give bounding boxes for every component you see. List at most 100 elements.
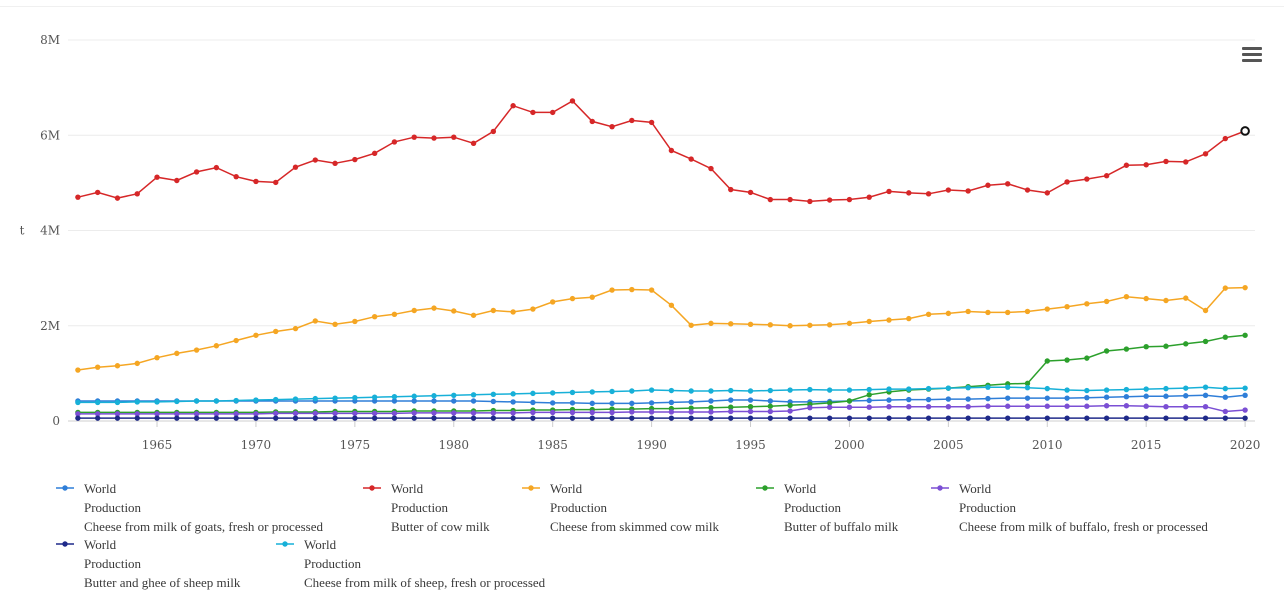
data-point[interactable] [292, 164, 299, 170]
data-point[interactable] [668, 147, 675, 154]
data-point[interactable] [371, 415, 378, 421]
data-point[interactable] [1005, 415, 1011, 421]
data-point[interactable] [1143, 403, 1149, 409]
data-point[interactable] [906, 396, 912, 403]
data-point[interactable] [431, 398, 437, 404]
data-point[interactable] [94, 411, 101, 417]
series-s4[interactable] [75, 332, 1248, 416]
data-point[interactable] [134, 411, 140, 417]
data-point[interactable] [1163, 415, 1169, 421]
data-point[interactable] [530, 399, 536, 406]
data-point[interactable] [826, 415, 833, 421]
data-point[interactable] [174, 350, 180, 357]
data-point[interactable] [1143, 415, 1149, 421]
series-s2[interactable] [75, 98, 1248, 205]
data-point[interactable] [787, 408, 793, 414]
data-point[interactable] [1024, 380, 1031, 387]
data-point[interactable] [352, 156, 358, 163]
data-point[interactable] [470, 398, 477, 404]
data-point[interactable] [213, 411, 220, 417]
data-point[interactable] [312, 318, 318, 324]
data-point[interactable] [391, 139, 398, 145]
data-point[interactable] [906, 190, 912, 196]
data-point[interactable] [1123, 386, 1130, 393]
data-point[interactable] [609, 400, 615, 407]
data-point[interactable] [134, 360, 140, 367]
data-point[interactable] [1005, 309, 1011, 316]
data-point[interactable] [213, 398, 220, 404]
data-point[interactable] [1222, 385, 1229, 392]
data-point[interactable] [1005, 384, 1011, 390]
data-point[interactable] [747, 397, 754, 403]
data-point[interactable] [1123, 415, 1130, 421]
data-point[interactable] [886, 404, 892, 410]
data-point[interactable] [728, 397, 734, 403]
data-point[interactable] [253, 411, 259, 417]
data-point[interactable] [609, 123, 615, 130]
data-point[interactable] [530, 415, 536, 421]
data-point[interactable] [391, 394, 398, 400]
data-point[interactable] [292, 396, 299, 402]
data-point[interactable] [510, 410, 516, 416]
data-point[interactable] [94, 189, 101, 196]
data-point[interactable] [1222, 334, 1229, 340]
data-point[interactable] [411, 134, 417, 140]
data-point[interactable] [114, 411, 121, 417]
data-point[interactable] [332, 160, 338, 167]
data-point[interactable] [114, 415, 121, 421]
data-point[interactable] [569, 415, 576, 421]
data-point[interactable] [787, 415, 793, 421]
data-point[interactable] [846, 415, 853, 421]
data-point[interactable] [787, 402, 793, 408]
data-point[interactable] [1242, 332, 1248, 338]
data-point[interactable] [767, 322, 774, 328]
data-point[interactable] [451, 410, 457, 416]
data-point[interactable] [253, 332, 259, 338]
data-point[interactable] [273, 410, 279, 417]
data-point[interactable] [510, 399, 516, 405]
data-point[interactable] [530, 109, 536, 116]
data-point[interactable] [1024, 308, 1031, 315]
data-point[interactable] [866, 404, 872, 410]
data-point[interactable] [1123, 394, 1130, 400]
data-point[interactable] [510, 103, 516, 109]
data-point[interactable] [826, 387, 833, 393]
data-point[interactable] [1103, 173, 1110, 179]
data-point[interactable] [75, 367, 81, 373]
data-point[interactable] [371, 150, 378, 157]
data-point[interactable] [431, 135, 437, 141]
data-point[interactable] [233, 411, 239, 417]
data-point[interactable] [411, 410, 417, 416]
data-point[interactable] [629, 400, 635, 407]
data-point[interactable] [985, 309, 991, 316]
data-point[interactable] [708, 404, 714, 411]
data-point[interactable] [728, 321, 734, 327]
data-point[interactable] [1163, 158, 1169, 165]
legend-item[interactable]: World Production Cheese from milk of goats… [56, 481, 323, 534]
data-point[interactable] [1163, 393, 1169, 399]
data-point[interactable] [1143, 386, 1149, 392]
data-point[interactable] [629, 286, 635, 293]
data-point[interactable] [490, 391, 497, 398]
data-point[interactable] [1123, 162, 1130, 168]
data-point[interactable] [530, 390, 536, 397]
data-point[interactable] [193, 415, 200, 421]
data-point[interactable] [708, 415, 714, 421]
data-point[interactable] [253, 397, 259, 403]
data-point[interactable] [1183, 385, 1189, 391]
data-point[interactable] [312, 157, 318, 163]
data-point[interactable] [1005, 395, 1011, 401]
data-point[interactable] [1084, 394, 1090, 401]
data-point[interactable] [134, 191, 140, 197]
data-point[interactable] [945, 396, 952, 402]
data-point[interactable] [273, 415, 279, 421]
data-point[interactable] [1064, 403, 1070, 409]
data-point[interactable] [1143, 295, 1149, 302]
data-point[interactable] [470, 312, 477, 318]
legend-item[interactable]: World Production Butter and ghee of sheep … [56, 537, 241, 590]
data-point[interactable] [490, 415, 497, 421]
data-point[interactable] [985, 384, 991, 390]
data-point[interactable] [1163, 404, 1169, 410]
data-point[interactable] [906, 415, 912, 421]
data-point[interactable] [253, 178, 259, 185]
